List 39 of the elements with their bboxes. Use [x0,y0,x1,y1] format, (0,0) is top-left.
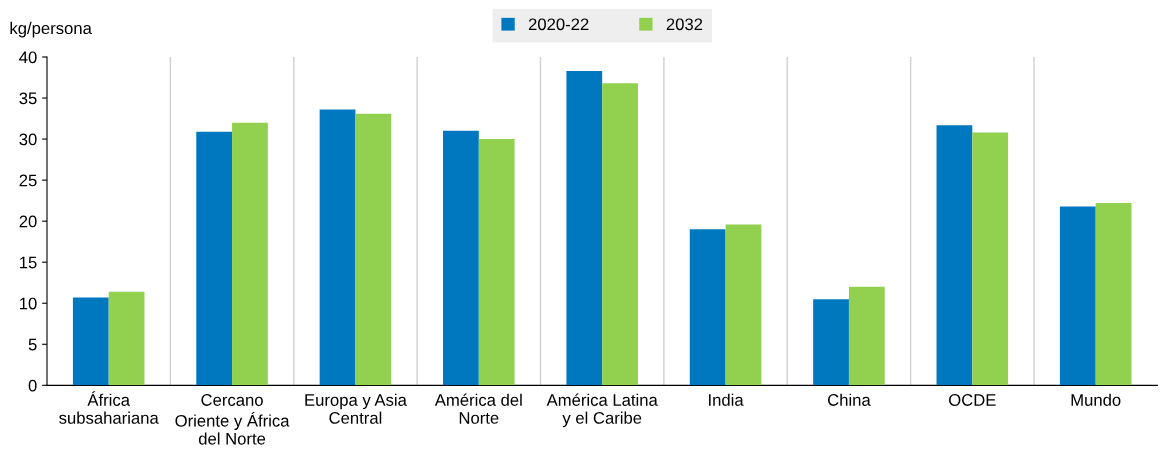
bar [813,299,849,386]
legend-label: 2020-22 [528,18,589,31]
bar [478,139,515,386]
x-tick-label: América Latina y el Caribe [546,393,658,428]
bar [1059,206,1096,386]
x-tick-label: Cercano Oriente y África del Norte [175,394,290,445]
bar [1095,203,1132,386]
bar [566,70,603,386]
y-tick-label: 15 [20,256,37,269]
x-tick-label: África subsahariana [59,391,159,424]
y-tick-label: 5 [28,338,37,351]
bar [355,113,392,386]
y-axis-title: kg/persona [10,21,92,38]
x-tick-label: Mundo [1071,393,1121,406]
bar [72,297,109,386]
bar [602,83,638,386]
x-tick-label: China [828,393,871,406]
bar [443,130,479,386]
bar [108,291,145,386]
x-tick-label: Europa y Asia Central [305,393,407,424]
bar [232,122,268,386]
bar [689,229,726,386]
x-tick-label: India [709,393,744,406]
x-tick-label: OCDE [949,394,996,406]
x-tick-label: América del Norte [434,393,522,424]
bar [725,224,762,386]
legend-label: 2032 [666,18,703,31]
y-tick-label: 10 [20,297,37,310]
bar [196,131,233,386]
y-tick-label: 30 [19,133,37,146]
bar [848,286,885,386]
y-tick-label: 25 [19,174,37,187]
y-tick-label: 35 [19,92,37,105]
y-tick-label: 20 [19,215,37,228]
y-tick-label: 40 [19,51,37,64]
bar [936,125,973,386]
bar [972,132,1009,386]
y-tick-label: 0 [28,379,37,392]
bar [319,109,356,386]
